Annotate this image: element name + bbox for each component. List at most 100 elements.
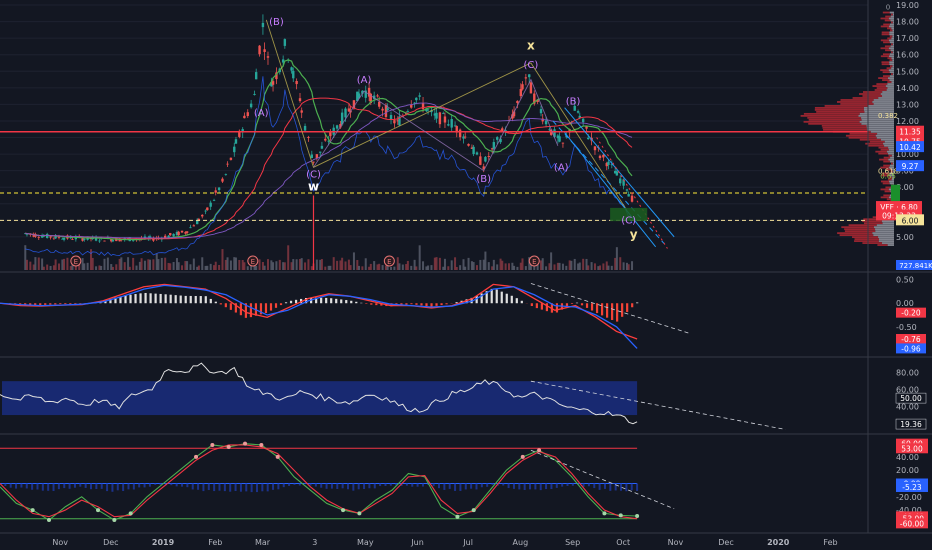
macd-histogram-bar xyxy=(244,303,248,318)
stoch-histogram-bar xyxy=(52,483,55,491)
stoch-histogram-bar xyxy=(90,483,93,490)
volume-profile-bar xyxy=(892,43,894,46)
volume-bar xyxy=(386,262,389,270)
volume-bar xyxy=(24,245,27,270)
macd-histogram-bar xyxy=(345,300,348,304)
volume-bar xyxy=(361,266,364,270)
candle-body xyxy=(197,218,201,221)
stoch-signal-dot xyxy=(618,513,623,518)
candle-body xyxy=(344,108,347,118)
stoch-signal-dot xyxy=(341,508,346,513)
target-zone xyxy=(610,207,648,222)
stoch-histogram-bar xyxy=(277,483,280,490)
stoch-histogram-bar xyxy=(138,483,141,488)
macd-histogram-bar xyxy=(330,298,333,304)
volume-bar xyxy=(138,261,141,270)
macd-histogram-bar xyxy=(269,303,273,311)
volume-profile-bar xyxy=(861,116,894,119)
volume-bar xyxy=(315,259,318,270)
wave-label: y xyxy=(630,228,638,242)
candle-body xyxy=(71,239,74,240)
macd-histogram-bar xyxy=(405,303,408,305)
time-axis-label: Feb xyxy=(208,538,222,547)
candle-body xyxy=(221,178,224,182)
candle-body xyxy=(238,130,241,137)
volume-bar xyxy=(241,260,244,270)
volume-profile-bar xyxy=(870,130,894,133)
volume-bar xyxy=(599,265,602,270)
macd-histogram-bar xyxy=(480,293,483,304)
candle-body xyxy=(234,139,238,144)
volume-profile-bar xyxy=(881,33,890,36)
price-axis-label: 11.35 xyxy=(899,128,921,137)
candle-body xyxy=(357,93,361,99)
stoch-histogram-bar xyxy=(491,483,494,486)
macd-pane[interactable]: 0.50 0.00 -0.50 -0.20 -0.76-0.96 xyxy=(0,276,926,354)
stoch-tick-label: -20.00 xyxy=(896,493,922,502)
time-axis-label: Jun xyxy=(410,538,424,547)
volume-profile xyxy=(800,11,894,246)
volume-bar xyxy=(192,258,195,270)
candle-body xyxy=(541,118,544,122)
volume-profile-bar xyxy=(882,95,894,97)
macd-histogram-bar xyxy=(435,303,438,306)
stoch-histogram-bar xyxy=(373,483,376,489)
stoch-histogram-bar xyxy=(603,483,606,489)
candle-body xyxy=(111,239,115,242)
wave-path-line xyxy=(313,78,559,172)
volume-bar xyxy=(111,266,114,270)
stoch-histogram-bar xyxy=(95,483,98,489)
volume-bar xyxy=(300,258,303,270)
volume-bar xyxy=(558,262,561,270)
candle-body xyxy=(152,238,155,241)
volume-bar xyxy=(206,265,209,270)
volume-bar xyxy=(186,261,189,270)
time-axis-label: Aug xyxy=(513,538,529,547)
volume-bar xyxy=(435,257,438,270)
volume-bar xyxy=(304,262,307,270)
stoch-pane[interactable]: 60.0040.0020.000.00-20.00-40.00-60.0060.… xyxy=(0,438,928,529)
price-tick-label: 19.00 xyxy=(896,1,919,10)
volume-profile-bar xyxy=(889,71,894,74)
macd-histogram-bar xyxy=(299,298,303,304)
stoch-histogram-bar xyxy=(614,483,617,491)
volume-bar xyxy=(218,264,221,270)
stoch-histogram-bar xyxy=(545,483,548,490)
price-pane[interactable]: 19.00 18.00 17.00 16.00 15.00 14.00 13.00 12.00… xyxy=(0,1,932,270)
stoch-histogram-bar xyxy=(443,483,446,490)
volume-bar xyxy=(406,260,409,270)
candle-body xyxy=(175,231,179,236)
stoch-histogram-bar xyxy=(593,483,596,489)
candle-body xyxy=(386,108,389,111)
candle-body xyxy=(339,124,342,128)
volume-bar xyxy=(484,251,487,270)
stoch-histogram-bar xyxy=(4,483,7,486)
candle-body xyxy=(184,232,187,234)
candle-body xyxy=(467,143,470,146)
candle-body xyxy=(40,235,44,238)
earnings-marker-label: E xyxy=(387,258,391,266)
macd-histogram-bar xyxy=(585,303,589,308)
macd-histogram-bar xyxy=(34,303,37,306)
volume-profile-bar xyxy=(822,126,867,129)
volume-profile-bar xyxy=(889,174,894,177)
stoch-histogram-bar xyxy=(288,483,291,486)
candle-body xyxy=(275,72,278,80)
fib-level-label: 0.65 xyxy=(880,173,896,181)
volume-profile-bar xyxy=(892,13,894,16)
volume-bar xyxy=(32,264,35,270)
stoch-histogram-bar xyxy=(512,483,515,489)
volume-profile-bar xyxy=(844,230,876,233)
stoch-histogram-bar xyxy=(325,483,328,489)
candle-body xyxy=(263,49,266,52)
candle-body xyxy=(548,129,551,131)
candle-body xyxy=(384,105,388,117)
volume-bar xyxy=(427,265,430,270)
volume-bar xyxy=(52,265,55,270)
macd-histogram-bar xyxy=(74,303,77,305)
stoch-axis-label-box xyxy=(896,481,928,492)
volume-bar xyxy=(573,258,576,270)
volume-bar xyxy=(344,261,347,270)
